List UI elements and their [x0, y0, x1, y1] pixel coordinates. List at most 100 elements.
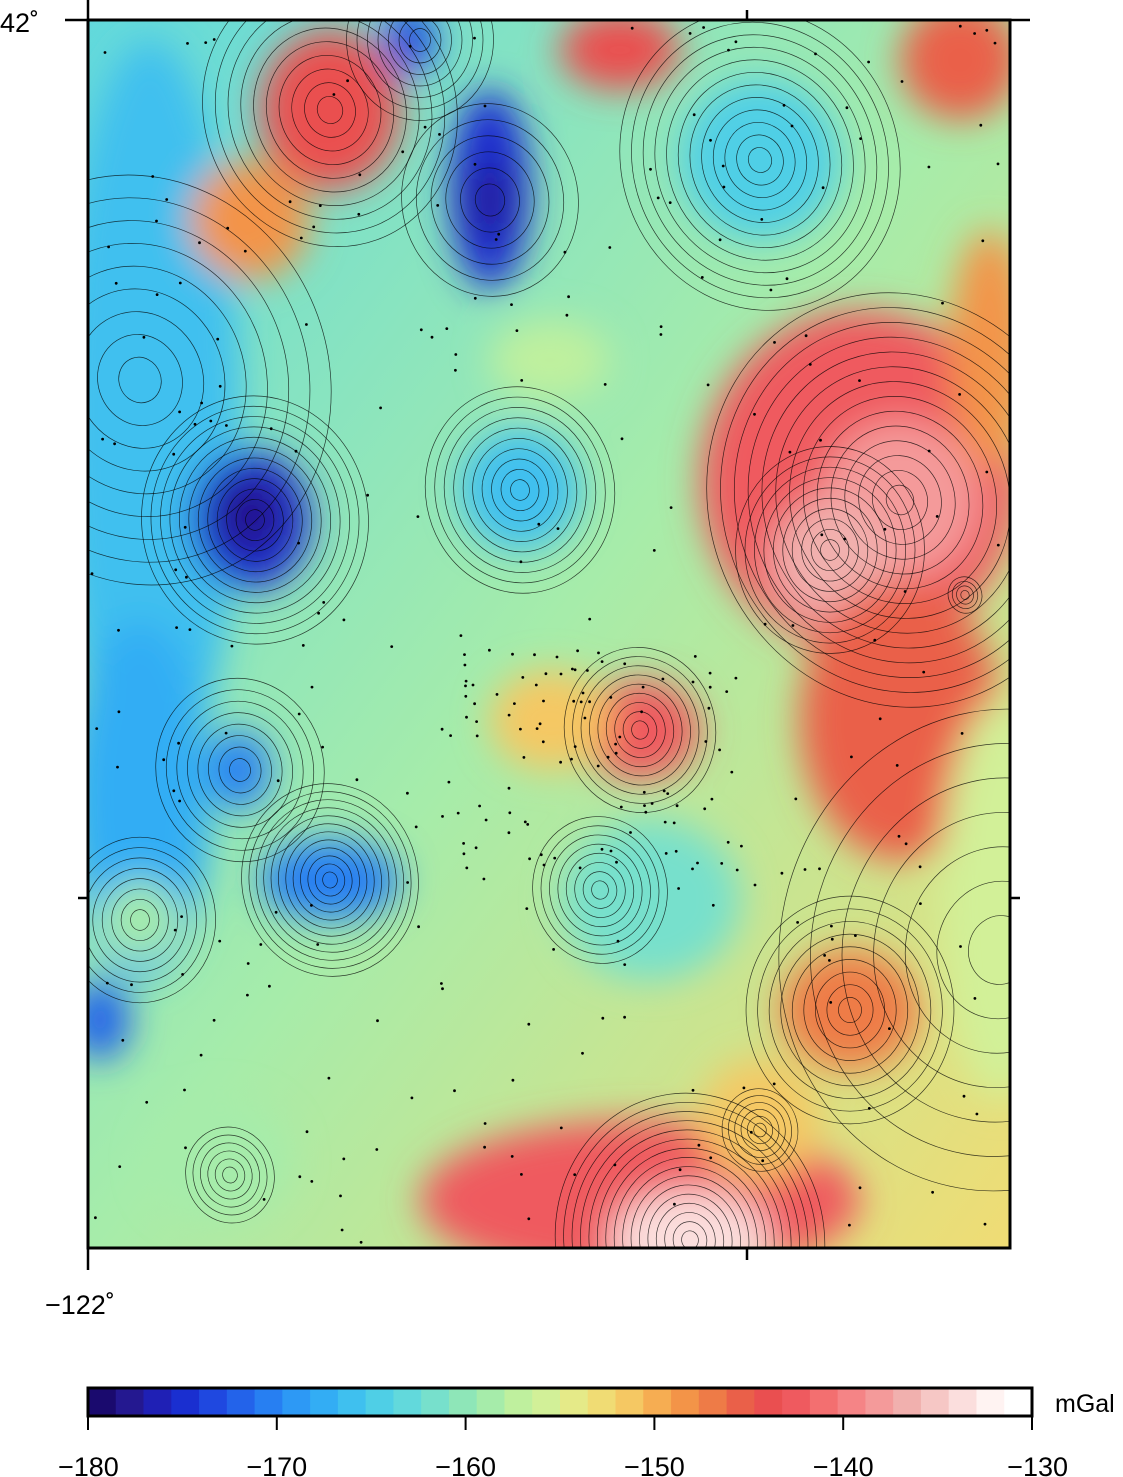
station-point — [465, 680, 468, 683]
station-point — [571, 668, 574, 671]
station-point — [181, 973, 184, 976]
station-point — [297, 542, 300, 545]
colorbar-swatch — [588, 1388, 616, 1416]
anomaly-blob — [610, 1190, 770, 1290]
station-point — [936, 515, 939, 518]
anomaly-blob — [472, 160, 508, 240]
station-point — [357, 213, 360, 216]
colorbar-swatch — [116, 1388, 144, 1416]
station-point — [91, 572, 94, 575]
station-point — [463, 653, 466, 656]
station-point — [615, 752, 618, 755]
station-point — [174, 568, 177, 571]
station-point — [608, 246, 611, 249]
station-point — [198, 241, 201, 244]
station-point — [623, 1016, 626, 1019]
station-point — [723, 186, 726, 189]
station-point — [651, 802, 654, 805]
station-point — [483, 1146, 486, 1149]
station-point — [454, 353, 457, 356]
station-point — [703, 807, 706, 810]
station-point — [200, 402, 203, 405]
station-point — [106, 982, 109, 985]
station-point — [662, 678, 665, 681]
station-point — [640, 710, 643, 713]
station-point — [657, 197, 660, 200]
station-point — [597, 765, 600, 768]
anomaly-blob — [560, 10, 680, 90]
station-point — [306, 1130, 309, 1133]
station-point — [411, 1097, 414, 1100]
station-point — [676, 804, 679, 807]
station-point — [436, 204, 439, 207]
station-point — [343, 619, 346, 622]
station-point — [460, 634, 463, 637]
station-point — [941, 302, 944, 305]
station-point — [709, 139, 712, 142]
station-point — [143, 336, 146, 339]
station-point — [859, 1186, 862, 1189]
colorbar-swatch — [393, 1388, 421, 1416]
anomaly-blob — [490, 320, 610, 400]
station-point — [184, 526, 187, 529]
station-point — [773, 1083, 776, 1086]
station-point — [310, 1180, 313, 1183]
station-point — [226, 227, 229, 230]
station-point — [209, 420, 212, 423]
station-point — [302, 644, 305, 647]
station-point — [994, 42, 997, 45]
station-point — [263, 1198, 266, 1201]
station-point — [533, 653, 536, 656]
station-point — [511, 1155, 514, 1158]
station-point — [151, 175, 154, 178]
station-point — [663, 790, 666, 793]
station-point — [679, 1168, 682, 1171]
station-point — [586, 669, 589, 672]
station-point — [175, 626, 178, 629]
station-point — [843, 538, 846, 541]
station-point — [107, 246, 110, 249]
station-point — [194, 423, 197, 426]
station-point — [820, 533, 823, 536]
colorbar-swatch — [532, 1388, 560, 1416]
station-point — [735, 40, 738, 43]
station-point — [473, 702, 476, 705]
station-point — [822, 186, 825, 189]
colorbar-swatch — [949, 1388, 977, 1416]
colorbar-unit: mGal — [1055, 1390, 1115, 1418]
station-point — [317, 612, 320, 615]
station-point — [508, 787, 511, 790]
station-point — [478, 805, 481, 808]
colorbar-swatch — [144, 1388, 172, 1416]
station-point — [508, 811, 511, 814]
station-point — [472, 684, 475, 687]
station-point — [244, 250, 247, 253]
station-point — [178, 411, 181, 414]
station-point — [579, 867, 582, 870]
station-point — [225, 732, 228, 735]
station-point — [183, 1089, 186, 1092]
colorbar-tick-label: −170 — [246, 1452, 307, 1477]
station-point — [931, 1191, 934, 1194]
anomaly-blob — [70, 980, 130, 1060]
station-point — [289, 200, 292, 203]
station-point — [677, 887, 680, 890]
station-point — [360, 1241, 363, 1244]
station-point — [178, 800, 181, 803]
station-point — [508, 714, 511, 717]
colorbar-swatch — [421, 1388, 449, 1416]
station-point — [846, 106, 849, 109]
colorbar-swatch — [727, 1388, 755, 1416]
station-point — [928, 166, 931, 169]
colorbar-swatch — [310, 1388, 338, 1416]
station-point — [508, 831, 511, 834]
station-point — [519, 728, 522, 731]
station-point — [453, 1089, 456, 1092]
station-point — [694, 655, 697, 658]
station-point — [691, 868, 694, 871]
colorbar-swatch — [255, 1388, 283, 1416]
station-point — [828, 959, 831, 962]
station-point — [666, 792, 669, 795]
station-point — [819, 439, 822, 442]
station-point — [213, 1019, 216, 1022]
